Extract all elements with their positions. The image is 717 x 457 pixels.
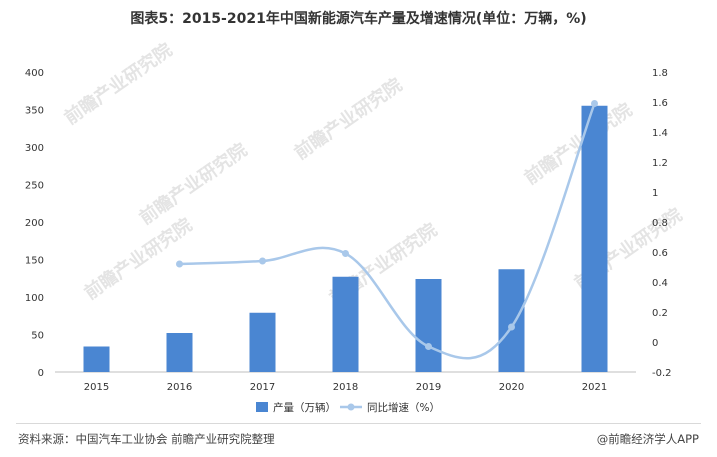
watermark-text: 前瞻产业研究院 (80, 214, 196, 304)
x-tick-label: 2017 (250, 382, 275, 393)
bar-2021 (581, 105, 608, 372)
legend: 产量（万辆） 同比增速（%） (256, 401, 440, 414)
brand-credit: @前瞻经济学人APP (596, 432, 699, 446)
legend-label-bar: 产量（万辆） (273, 401, 336, 414)
growth-point-2016 (176, 260, 183, 268)
bar-2020 (498, 269, 525, 372)
bar-2019 (415, 279, 442, 372)
x-tick-label: 2020 (499, 382, 524, 393)
right-tick-label: 1.6 (652, 98, 668, 109)
bar-2017 (249, 312, 276, 372)
x-tick-label: 2018 (333, 382, 358, 393)
chart-title: 图表5：2015-2021年中国新能源汽车产量及增速情况(单位：万辆，%) (130, 11, 587, 27)
left-tick-label: 150 (25, 256, 44, 267)
right-tick-label: 1 (652, 188, 658, 199)
right-tick-label: 1.4 (652, 128, 668, 139)
bar-2015 (83, 346, 110, 372)
x-axis: 2015 2016 2017 2018 2019 2020 2021 (84, 382, 607, 393)
right-tick-label: 0.6 (652, 248, 668, 259)
growth-point-2017 (259, 257, 266, 265)
left-tick-label: 250 (25, 181, 44, 192)
bar-series (83, 105, 608, 372)
right-tick-label: 0.4 (652, 278, 668, 289)
left-tick-label: 350 (25, 106, 44, 117)
growth-line-series (176, 100, 598, 360)
right-tick-label: 0 (652, 338, 658, 349)
left-tick-label: 200 (25, 218, 44, 229)
right-tick-label: 0.8 (652, 218, 668, 229)
bar-2016 (166, 333, 193, 372)
growth-point-2021 (591, 100, 598, 107)
x-tick-label: 2021 (582, 382, 607, 393)
growth-point-2020 (508, 323, 515, 331)
right-axis: -0.2 0 0.2 0.4 0.6 0.8 1 1.2 1.4 1.6 1.8 (652, 68, 672, 379)
right-tick-label: 1.2 (652, 158, 668, 169)
left-tick-label: 400 (25, 68, 44, 79)
growth-line (179, 103, 596, 360)
x-tick-label: 2015 (84, 382, 109, 393)
right-tick-label: -0.2 (652, 368, 672, 379)
left-tick-label: 100 (25, 293, 44, 304)
watermark-text: 前瞻产业研究院 (60, 39, 176, 129)
left-tick-label: 0 (38, 368, 44, 379)
watermark-text: 前瞻产业研究院 (135, 139, 251, 229)
left-tick-label: 300 (25, 143, 44, 154)
growth-point-2019 (425, 343, 432, 350)
right-tick-label: 1.8 (652, 68, 668, 79)
left-axis: 0 50 100 150 200 250 300 350 400 (25, 68, 44, 379)
legend-swatch-bar (256, 402, 268, 412)
legend-marker-line (347, 403, 355, 411)
legend-label-line: 同比增速（%） (367, 401, 440, 414)
x-tick-label: 2019 (416, 382, 441, 393)
watermark-text: 前瞻产业研究院 (520, 99, 636, 189)
bar-2018 (332, 276, 359, 372)
footer-divider (16, 423, 701, 424)
right-tick-label: 0.2 (652, 308, 668, 319)
left-tick-label: 50 (31, 331, 44, 342)
watermark-text: 前瞻产业研究院 (290, 74, 406, 164)
x-tick-label: 2016 (167, 382, 192, 393)
source-note: 资料来源：中国汽车工业协会 前瞻产业研究院整理 (18, 432, 275, 446)
growth-point-2018 (342, 250, 349, 257)
